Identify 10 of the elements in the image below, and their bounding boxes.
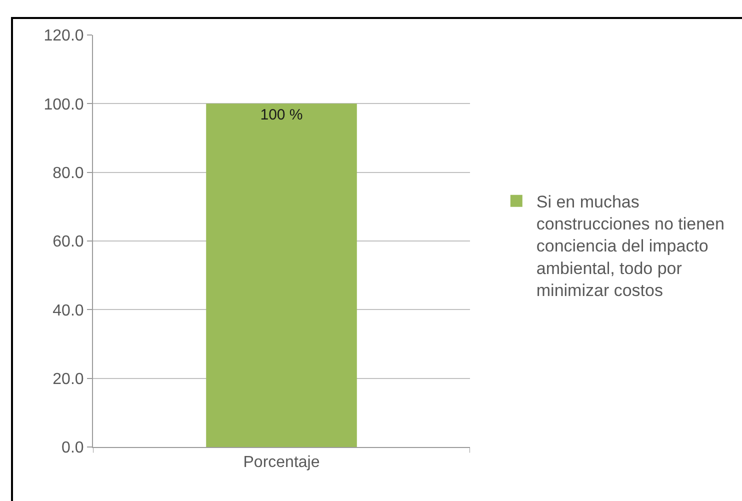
x-tick-label: Porcentaje: [243, 454, 320, 472]
y-tick-label: 0.0: [62, 440, 84, 457]
y-tick-label: 100.0: [44, 96, 84, 114]
y-tick-label: 40.0: [52, 302, 84, 320]
y-tick-label: 60.0: [52, 234, 84, 251]
legend-label: Si en muchas construcciones no tienen conciencia del impacto ambiental, todo por minimizar costos: [536, 192, 724, 300]
data-label: 100 %: [260, 106, 303, 124]
y-tick-label: 120.0: [44, 28, 84, 45]
y-tick-label: 80.0: [52, 164, 84, 182]
y-tick-label: 20.0: [52, 370, 84, 388]
